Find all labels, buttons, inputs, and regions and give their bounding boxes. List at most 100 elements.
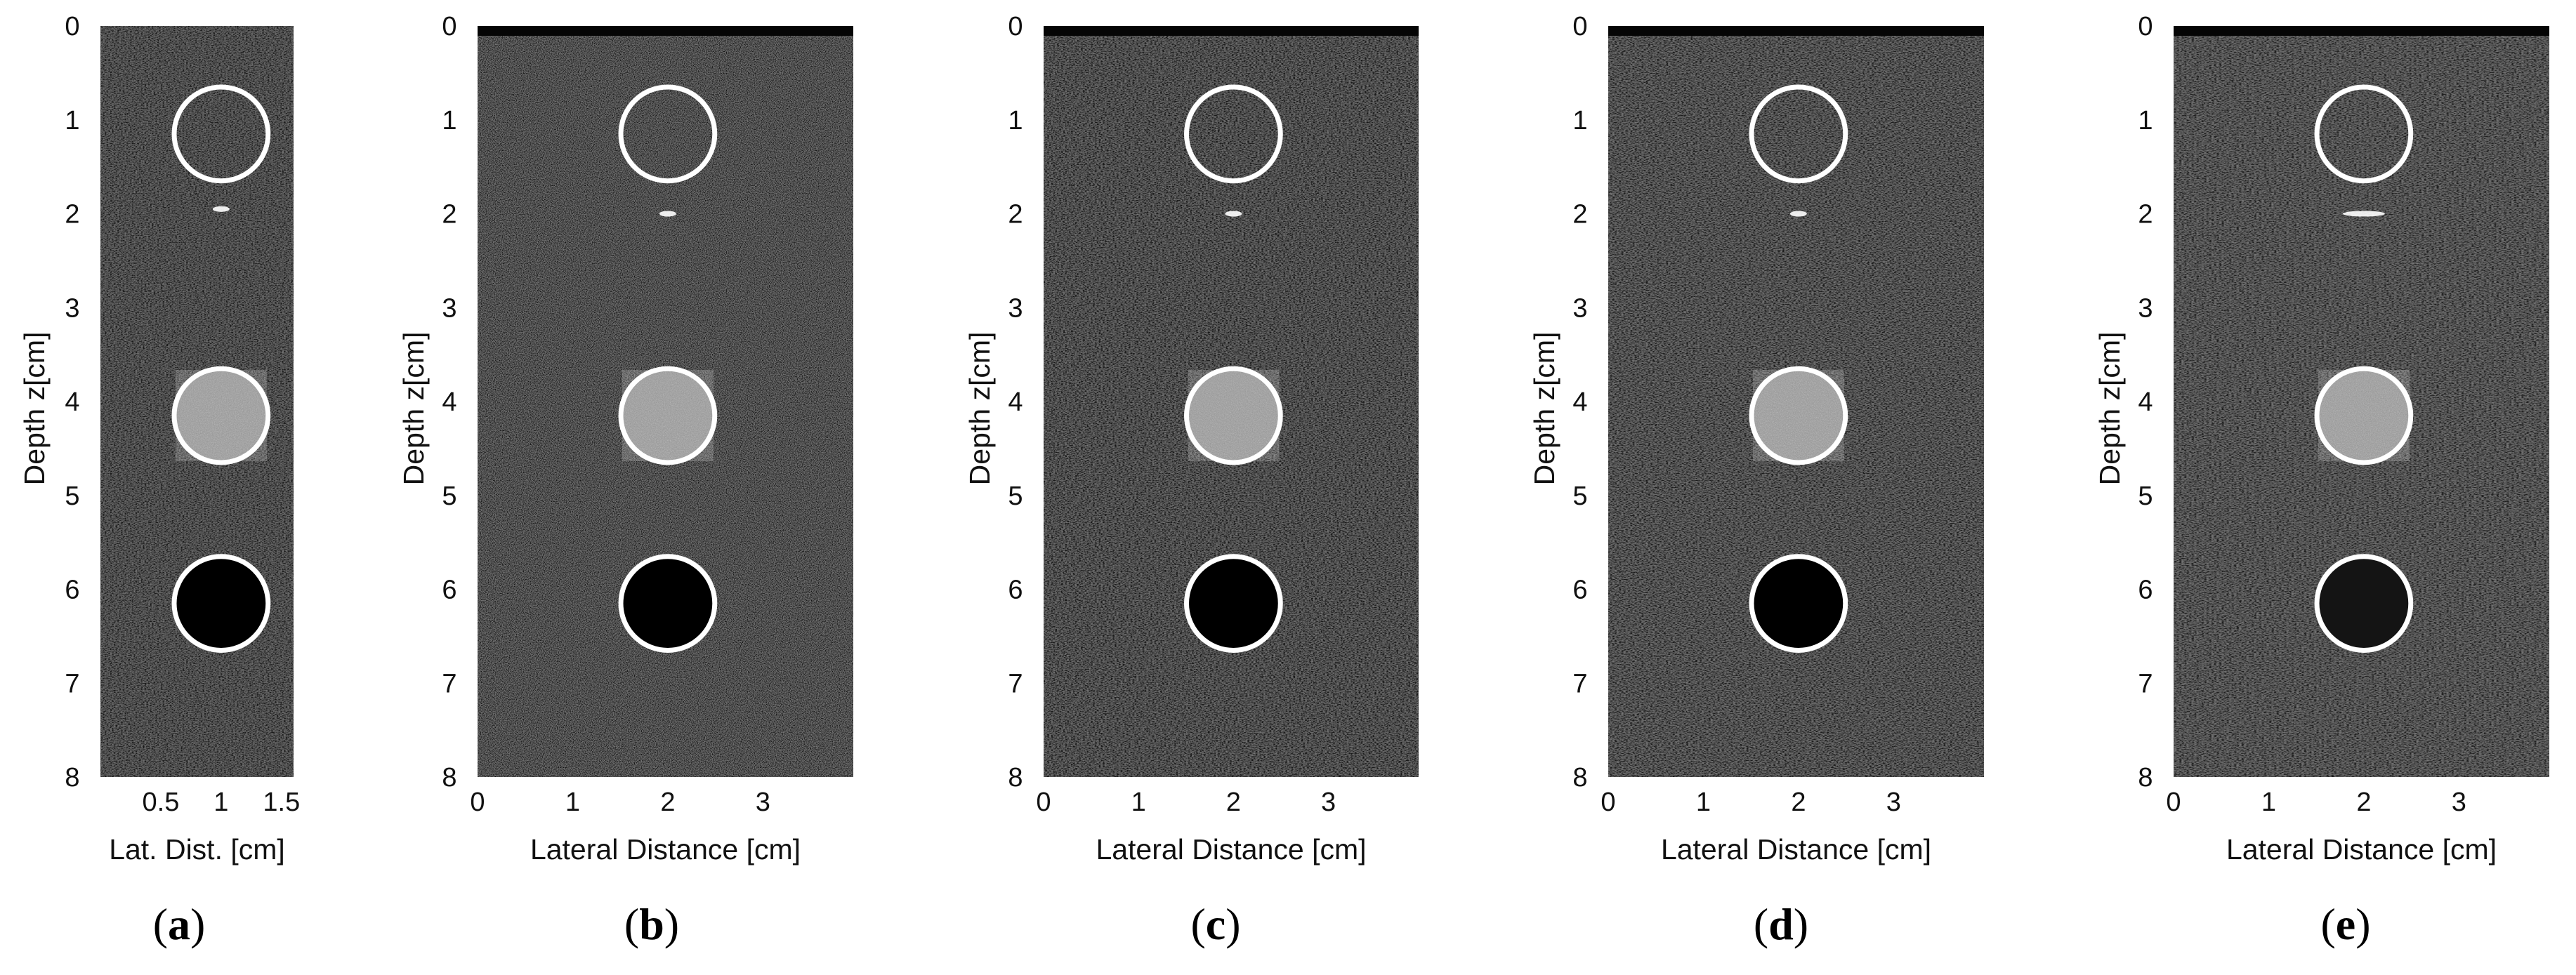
x-tick-label: 1	[213, 788, 228, 817]
anechoic-cyst-outline	[2314, 554, 2414, 653]
anechoic-cyst-fill	[176, 557, 267, 649]
y-tick-label: 7	[1008, 669, 1023, 698]
point-target	[659, 211, 676, 217]
y-tick-label: 7	[1572, 669, 1587, 698]
anechoic-check-outline	[618, 84, 718, 184]
x-tick-label: 1	[1696, 788, 1711, 817]
hyperechoic-cyst-outline	[618, 366, 718, 465]
hyperechoic-speckle	[2318, 370, 2410, 461]
x-tick-label: 0	[1601, 788, 1615, 817]
x-tick-label: 1.5	[263, 788, 300, 817]
x-tick-label: 2	[660, 788, 675, 817]
y-tick-label: 4	[442, 387, 456, 417]
panel-tag-b: (b)	[624, 899, 679, 949]
anechoic-cyst-outline	[171, 554, 271, 653]
y-tick-label: 2	[1008, 200, 1023, 230]
x-tick-label: 2	[2356, 788, 2371, 817]
y-tick-label: 0	[2138, 12, 2153, 41]
transducer-edge	[1044, 26, 1419, 36]
point-target	[1225, 211, 1242, 217]
y-tick-label: 8	[65, 763, 79, 792]
y-tick-label: 4	[1008, 387, 1023, 417]
x-tick-label: 1	[565, 788, 580, 817]
hyperechoic-speckle	[1753, 370, 1844, 461]
x-tick-label: 3	[2452, 788, 2466, 817]
point-target	[2342, 211, 2385, 217]
y-tick-label: 7	[442, 669, 456, 698]
x-tick-label: 0	[1036, 788, 1051, 817]
y-tick-label: 5	[1008, 482, 1023, 511]
x-tick-label: 3	[1886, 788, 1901, 817]
y-axis-label: Depth z[cm]	[18, 332, 51, 486]
y-tick-label: 6	[1572, 576, 1587, 605]
anechoic-check-outline	[2314, 84, 2414, 184]
y-tick-label: 1	[2138, 106, 2153, 135]
y-tick-label: 2	[442, 200, 456, 230]
anechoic-check-outline	[1749, 84, 1848, 184]
x-axis-label: Lateral Distance [cm]	[530, 833, 801, 865]
y-tick-label: 7	[65, 669, 79, 698]
panel-tag-e: (e)	[2320, 899, 2370, 949]
y-tick-label: 4	[65, 387, 79, 417]
y-tick-label: 1	[442, 106, 456, 135]
y-axis-label: Depth z[cm]	[964, 332, 996, 486]
y-tick-label: 1	[1008, 106, 1023, 135]
y-tick-label: 6	[65, 576, 79, 605]
hyperechoic-cyst-outline	[1749, 366, 1848, 465]
y-tick-label: 4	[2138, 387, 2153, 417]
y-tick-label: 3	[2138, 293, 2153, 323]
y-tick-label: 5	[1572, 482, 1587, 511]
y-tick-label: 8	[442, 763, 456, 792]
anechoic-cyst-fill	[2318, 557, 2410, 649]
y-tick-label: 3	[1572, 293, 1587, 323]
y-tick-label: 6	[442, 576, 456, 605]
x-axis-label: Lateral Distance [cm]	[2226, 833, 2497, 865]
y-tick-label: 0	[442, 12, 456, 41]
point-target	[1789, 211, 1807, 217]
x-axis-label: Lat. Dist. [cm]	[109, 833, 285, 865]
x-tick-label: 1	[1131, 788, 1146, 817]
anechoic-check-outline	[1184, 84, 1283, 184]
y-tick-label: 2	[1572, 200, 1587, 230]
x-tick-label: 0	[470, 788, 485, 817]
x-tick-label: 1	[2261, 788, 2276, 817]
x-tick-label: 0.5	[143, 788, 180, 817]
x-axis-label: Lateral Distance [cm]	[1096, 833, 1366, 865]
point-target	[212, 206, 230, 212]
x-tick-label: 3	[756, 788, 770, 817]
y-tick-label: 5	[2138, 482, 2153, 511]
anechoic-cyst-outline	[618, 554, 718, 653]
anechoic-cyst-fill	[1753, 557, 1844, 649]
hyperechoic-cyst-outline	[1184, 366, 1283, 465]
y-tick-label: 2	[2138, 200, 2153, 230]
y-axis-label: Depth z[cm]	[1528, 332, 1560, 486]
hyperechoic-cyst-outline	[171, 366, 271, 465]
panel-a: 0 1 2 3 4 5 6 7 8 0.5 1 1.5 Lat. Dist. [cm] Depth z[c…	[18, 12, 300, 949]
y-tick-label: 5	[65, 482, 79, 511]
y-tick-label: 6	[2138, 576, 2153, 605]
anechoic-check-outline	[171, 84, 271, 184]
y-tick-label: 7	[2138, 669, 2153, 698]
x-tick-label: 2	[1791, 788, 1806, 817]
y-axis-label: Depth z[cm]	[397, 332, 430, 486]
transducer-edge	[478, 26, 853, 36]
y-tick-label: 3	[65, 293, 79, 323]
y-axis-label: Depth z[cm]	[2094, 332, 2126, 486]
y-tick-label: 8	[1572, 763, 1587, 792]
y-tick-label: 6	[1008, 576, 1023, 605]
x-axis-label: Lateral Distance [cm]	[1661, 833, 1931, 865]
transducer-edge	[1608, 26, 1984, 36]
y-tick-label: 8	[2138, 763, 2153, 792]
y-tick-label: 2	[65, 200, 79, 230]
x-tick-label: 0	[2166, 788, 2181, 817]
transducer-edge	[2174, 26, 2549, 36]
y-tick-label: 3	[442, 293, 456, 323]
y-tick-label: 5	[442, 482, 456, 511]
hyperechoic-speckle	[1188, 370, 1280, 461]
x-tick-label: 3	[1321, 788, 1336, 817]
